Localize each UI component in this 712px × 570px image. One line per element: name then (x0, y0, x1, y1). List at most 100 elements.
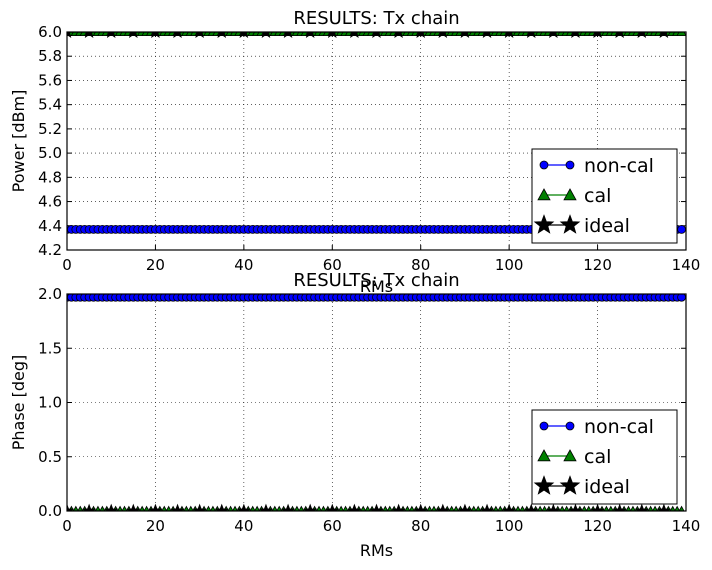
series-ideal-point (549, 32, 558, 38)
x-tick-label: 0 (62, 256, 72, 274)
series-ideal-point (195, 32, 204, 38)
series-ideal-point (480, 503, 495, 511)
series-ideal-point (615, 32, 625, 38)
series-group (67, 294, 686, 511)
legend-label-cal: cal (584, 185, 611, 207)
x-tick-label: 40 (234, 256, 253, 274)
series-ideal-point (460, 32, 470, 38)
y-tick-label: 0.0 (38, 502, 62, 520)
series-ideal-point (482, 32, 492, 38)
x-tick-label: 100 (495, 517, 524, 535)
legend-label-ideal: ideal (584, 476, 630, 498)
series-ideal-point (236, 503, 251, 511)
x-tick-label: 120 (583, 256, 612, 274)
legend-marker-non-cal (539, 421, 549, 431)
series-ideal-point (394, 32, 403, 38)
y-axis-label: Phase [deg] (9, 355, 28, 451)
series-ideal-point (173, 32, 182, 38)
series-ideal-point (283, 32, 293, 38)
series-ideal-point (524, 503, 539, 511)
series-ideal-point (281, 503, 296, 511)
legend: non-cal cal ideal (531, 148, 678, 244)
legend-marker-cal (563, 449, 577, 462)
legend-label-non-cal: non-cal (584, 155, 654, 177)
y-tick-label: 4.2 (38, 241, 62, 259)
x-tick-label: 0 (62, 517, 72, 535)
chart-title: RESULTS: Tx chain (293, 270, 459, 291)
legend-marker-non-cal (565, 421, 575, 431)
series-ideal-point (435, 503, 450, 511)
legend-marker-ideal (559, 214, 581, 234)
legend-marker-cal (563, 188, 577, 201)
x-tick-label: 140 (672, 517, 701, 535)
series-ideal-point (214, 503, 229, 511)
y-tick-label: 0.5 (38, 448, 62, 466)
series-ideal-point (128, 32, 138, 38)
legend-marker-cal (537, 188, 551, 201)
series-ideal-point (67, 32, 72, 38)
legend-marker-cal (537, 449, 551, 462)
x-tick-label: 120 (583, 517, 612, 535)
legend-marker-ideal (533, 475, 555, 495)
y-tick-label: 4.4 (38, 217, 62, 235)
plot-frame (66, 293, 687, 512)
series-ideal-point (148, 503, 163, 511)
series-ideal-point (502, 503, 517, 511)
x-axis-label: RMs (360, 541, 393, 560)
series-ideal-point (104, 503, 119, 511)
legend-label-non-cal: non-cal (584, 416, 654, 438)
legend-label-cal: cal (584, 446, 611, 468)
series-ideal-point (656, 503, 671, 511)
series-ideal-point (546, 503, 561, 511)
series-ideal-point (416, 32, 426, 38)
series-ideal-point (151, 32, 160, 38)
series-ideal-point (634, 503, 649, 511)
series-non-cal-point (677, 225, 686, 234)
series-ideal-point (659, 32, 669, 38)
series-ideal-point (192, 503, 207, 511)
series-ideal-point (612, 503, 627, 511)
series-ideal-point (391, 503, 406, 511)
legend-label-ideal: ideal (584, 215, 630, 237)
series-cal-point (676, 32, 686, 36)
chart-panel-2: 0 20 40 60 80 100 120 140 0.0 0.5 1.0 1.5 2.0 RESULTS… (9, 270, 700, 560)
x-tick-label: 140 (672, 256, 701, 274)
series-ideal-point (325, 503, 340, 511)
series-ideal-point (504, 32, 514, 38)
y-tick-label: 4.6 (38, 193, 62, 211)
legend-marker-non-cal (565, 160, 575, 170)
legend-marker-ideal (533, 214, 555, 234)
x-tick-label: 60 (323, 256, 342, 274)
series-ideal-point (303, 503, 318, 511)
series-ideal-point (258, 503, 273, 511)
y-tick-label: 2.0 (38, 285, 62, 303)
series-ideal-point (457, 503, 472, 511)
x-tick-label: 60 (323, 517, 342, 535)
x-tick-label: 100 (495, 256, 524, 274)
legend: non-cal cal ideal (531, 409, 678, 505)
series-ideal-point (590, 503, 605, 511)
legend-marker-ideal (559, 475, 581, 495)
y-tick-label: 5.0 (38, 144, 62, 162)
y-tick-label: 1.0 (38, 394, 62, 412)
x-tick-label: 20 (146, 517, 165, 535)
x-axis-label: RMs (360, 277, 393, 296)
series-ideal-point (217, 32, 227, 38)
x-tick-label: 40 (234, 517, 253, 535)
y-axis-label: Power [dBm] (9, 90, 28, 193)
series-ideal-point (593, 32, 602, 38)
y-tick-label: 1.5 (38, 339, 62, 357)
series-ideal-point (350, 32, 359, 38)
x-tick-label: 20 (146, 256, 165, 274)
legend-marker-non-cal (539, 160, 549, 170)
series-ideal-point (571, 32, 580, 38)
series-ideal-point (126, 503, 141, 511)
x-tick-label: 80 (411, 517, 430, 535)
series-ideal-point (67, 503, 74, 511)
series-ideal-point (327, 32, 337, 38)
series-ideal-point (261, 32, 271, 38)
series-ideal-point (369, 503, 384, 511)
y-tick-label: 5.8 (38, 47, 62, 65)
y-tick-label: 5.6 (38, 71, 62, 89)
